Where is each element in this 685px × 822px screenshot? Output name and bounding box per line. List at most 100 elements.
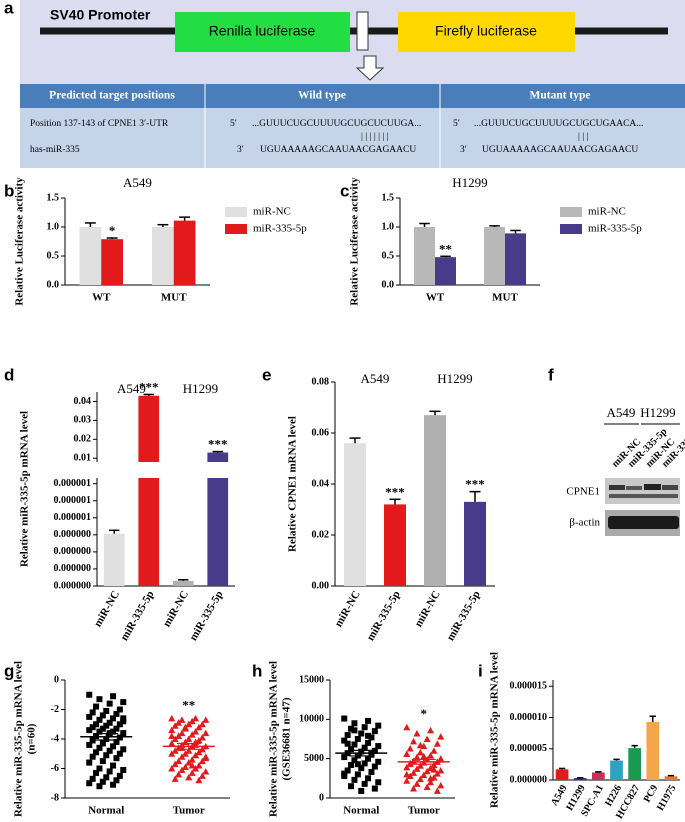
point: [365, 775, 372, 782]
bar: [138, 395, 160, 462]
point: [351, 720, 358, 727]
point: [96, 696, 103, 703]
panel-label: b: [4, 181, 14, 200]
point: [171, 775, 179, 782]
point: [433, 770, 441, 777]
point: [103, 722, 110, 729]
point: [195, 723, 203, 731]
point: [341, 770, 348, 777]
blot-image: [605, 478, 680, 504]
y-tick-label: 0.06: [312, 427, 330, 438]
y-tick-label: 15000: [299, 674, 324, 685]
bar: [664, 776, 678, 780]
point: [86, 713, 93, 720]
point: [103, 707, 110, 714]
blot-row-label: β-actin: [569, 517, 600, 529]
point: [93, 721, 100, 728]
legend-swatch: [225, 207, 247, 217]
legend-swatch: [225, 224, 247, 234]
point: [116, 706, 123, 713]
point: [416, 775, 424, 783]
point: [103, 774, 110, 781]
point: [188, 756, 196, 763]
point: [427, 778, 435, 786]
point: [113, 725, 120, 732]
y-tick-label: 1.5: [382, 192, 395, 203]
point: [86, 780, 93, 787]
bar: [172, 580, 194, 586]
panel-label: c: [340, 181, 349, 200]
point: [358, 765, 365, 772]
point: [371, 785, 378, 792]
point: [116, 772, 123, 779]
x-tick-label: WT: [426, 292, 445, 304]
point: [368, 769, 375, 776]
point: [93, 749, 100, 756]
y-axis-label: Relative Luciferase activity: [14, 177, 26, 306]
point: [175, 757, 183, 765]
y-axis-label: Relative miR-335-5p mRNA level: [489, 652, 501, 808]
point: [89, 737, 96, 744]
legend-swatch: [560, 224, 582, 234]
y-tick-label: 1.0: [47, 221, 60, 232]
point: [344, 767, 351, 774]
y-tick-label: 0.01: [74, 453, 92, 464]
y-tick-label: -4: [51, 733, 59, 744]
point: [89, 753, 96, 760]
point: [86, 759, 93, 766]
x-tick-label: Tumor: [408, 805, 440, 817]
point: [423, 735, 431, 742]
table-header: Wild type: [298, 90, 346, 102]
group-label: A549: [361, 371, 390, 386]
point: [93, 703, 100, 710]
point: [113, 738, 120, 745]
y-tick-label: 0.5: [47, 250, 60, 261]
group-label: H1299: [437, 371, 472, 386]
point: [341, 737, 348, 744]
target-site: [356, 11, 369, 51]
y-axis-label: Relative miR-335-5p mRNA level: [13, 661, 25, 817]
band: [609, 485, 625, 490]
table-cell: UGUAAAAAGCAAUAACGAGAACU: [260, 145, 416, 155]
y-tick-label: 0.04: [312, 478, 330, 489]
point: [410, 769, 418, 776]
point: [202, 753, 210, 760]
point: [423, 783, 431, 790]
bar: [79, 227, 102, 285]
point: [113, 777, 120, 784]
panel-label: g: [4, 661, 14, 680]
significance: **: [439, 241, 452, 256]
bar: [152, 227, 174, 285]
band: [644, 484, 661, 490]
point: [365, 732, 372, 739]
point: [178, 716, 186, 723]
point: [99, 740, 106, 747]
renilla-box: [175, 12, 350, 52]
table-cell: 5′: [230, 119, 237, 129]
point: [361, 760, 368, 767]
y-tick-label: 0.000000: [54, 546, 92, 557]
point: [351, 741, 358, 748]
y-tick-label: 0.02: [312, 529, 330, 540]
point: [99, 778, 106, 785]
y-axis-label: (GSE36681 n=47): [281, 697, 293, 780]
bar: [573, 778, 587, 780]
table-cell: 3′: [237, 145, 244, 155]
point: [181, 750, 189, 757]
y-tick-label: 0.5: [382, 250, 395, 261]
pairing: | | | | | | |: [361, 132, 389, 142]
panel-label: a: [4, 0, 14, 17]
y-tick-label: 0.000005: [510, 743, 548, 754]
firefly-box: [398, 12, 575, 52]
point: [96, 744, 103, 751]
y-tick-label: -8: [51, 792, 59, 803]
y-tick-label: 0.000001: [54, 478, 92, 489]
point: [185, 720, 193, 728]
bar: [555, 769, 569, 780]
band: [608, 516, 679, 529]
y-tick-label: 0: [54, 674, 59, 685]
y-tick-label: 0.0: [382, 279, 395, 290]
point: [351, 757, 358, 764]
point: [416, 748, 424, 756]
